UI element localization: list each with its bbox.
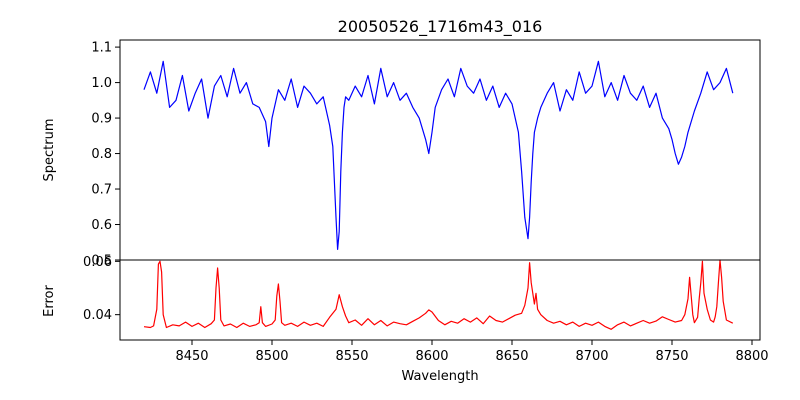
x-tick-label: 8550 bbox=[335, 349, 368, 364]
chart-title: 20050526_1716m43_016 bbox=[338, 17, 543, 37]
spectrum-y-tick-label: 0.9 bbox=[91, 112, 112, 127]
error-axes-frame bbox=[119, 259, 761, 341]
spectrum-y-tick-label: 1.1 bbox=[91, 41, 112, 56]
error-y-ticks: 0.04 0.06 bbox=[83, 255, 120, 323]
spectrum-y-tick-label: 0.7 bbox=[91, 183, 112, 198]
x-tick-label: 8750 bbox=[655, 349, 688, 364]
spectrum-y-ticks: 0.5 0.6 0.7 0.8 0.9 1.0 1.1 bbox=[91, 41, 120, 269]
spectrum-y-tick-label: 0.5 bbox=[91, 254, 112, 269]
error-y-tick-label: 0.06 bbox=[83, 255, 112, 270]
spectrum-series-line bbox=[143, 60, 734, 250]
error-series-line bbox=[143, 259, 734, 330]
x-tick-label: 8500 bbox=[255, 349, 288, 364]
error-y-label: Error bbox=[42, 285, 57, 317]
spectrum-axes-frame bbox=[119, 39, 761, 261]
x-tick-label: 8700 bbox=[575, 349, 608, 364]
x-tick-label: 8650 bbox=[495, 349, 528, 364]
error-x-ticks: 8450 8500 8550 8600 8650 8700 8750 8800 bbox=[175, 340, 769, 364]
spectrum-panel: 0.5 0.6 0.7 0.8 0.9 1.0 1.1 Spectrum bbox=[42, 39, 761, 269]
x-tick-label: 8600 bbox=[415, 349, 448, 364]
spectrum-y-tick-label: 0.8 bbox=[91, 147, 112, 162]
spectrum-y-tick-label: 1.0 bbox=[91, 76, 112, 91]
x-tick-label: 8800 bbox=[735, 349, 768, 364]
error-y-tick-label: 0.04 bbox=[83, 308, 112, 323]
spectrum-y-label: Spectrum bbox=[42, 119, 57, 182]
x-tick-label: 8450 bbox=[175, 349, 208, 364]
x-axis-label: Wavelength bbox=[401, 369, 478, 384]
spectrum-y-tick-label: 0.6 bbox=[91, 218, 112, 233]
error-panel: 0.04 0.06 8450 8500 8550 8600 8650 8700 8750 880… bbox=[42, 255, 769, 384]
